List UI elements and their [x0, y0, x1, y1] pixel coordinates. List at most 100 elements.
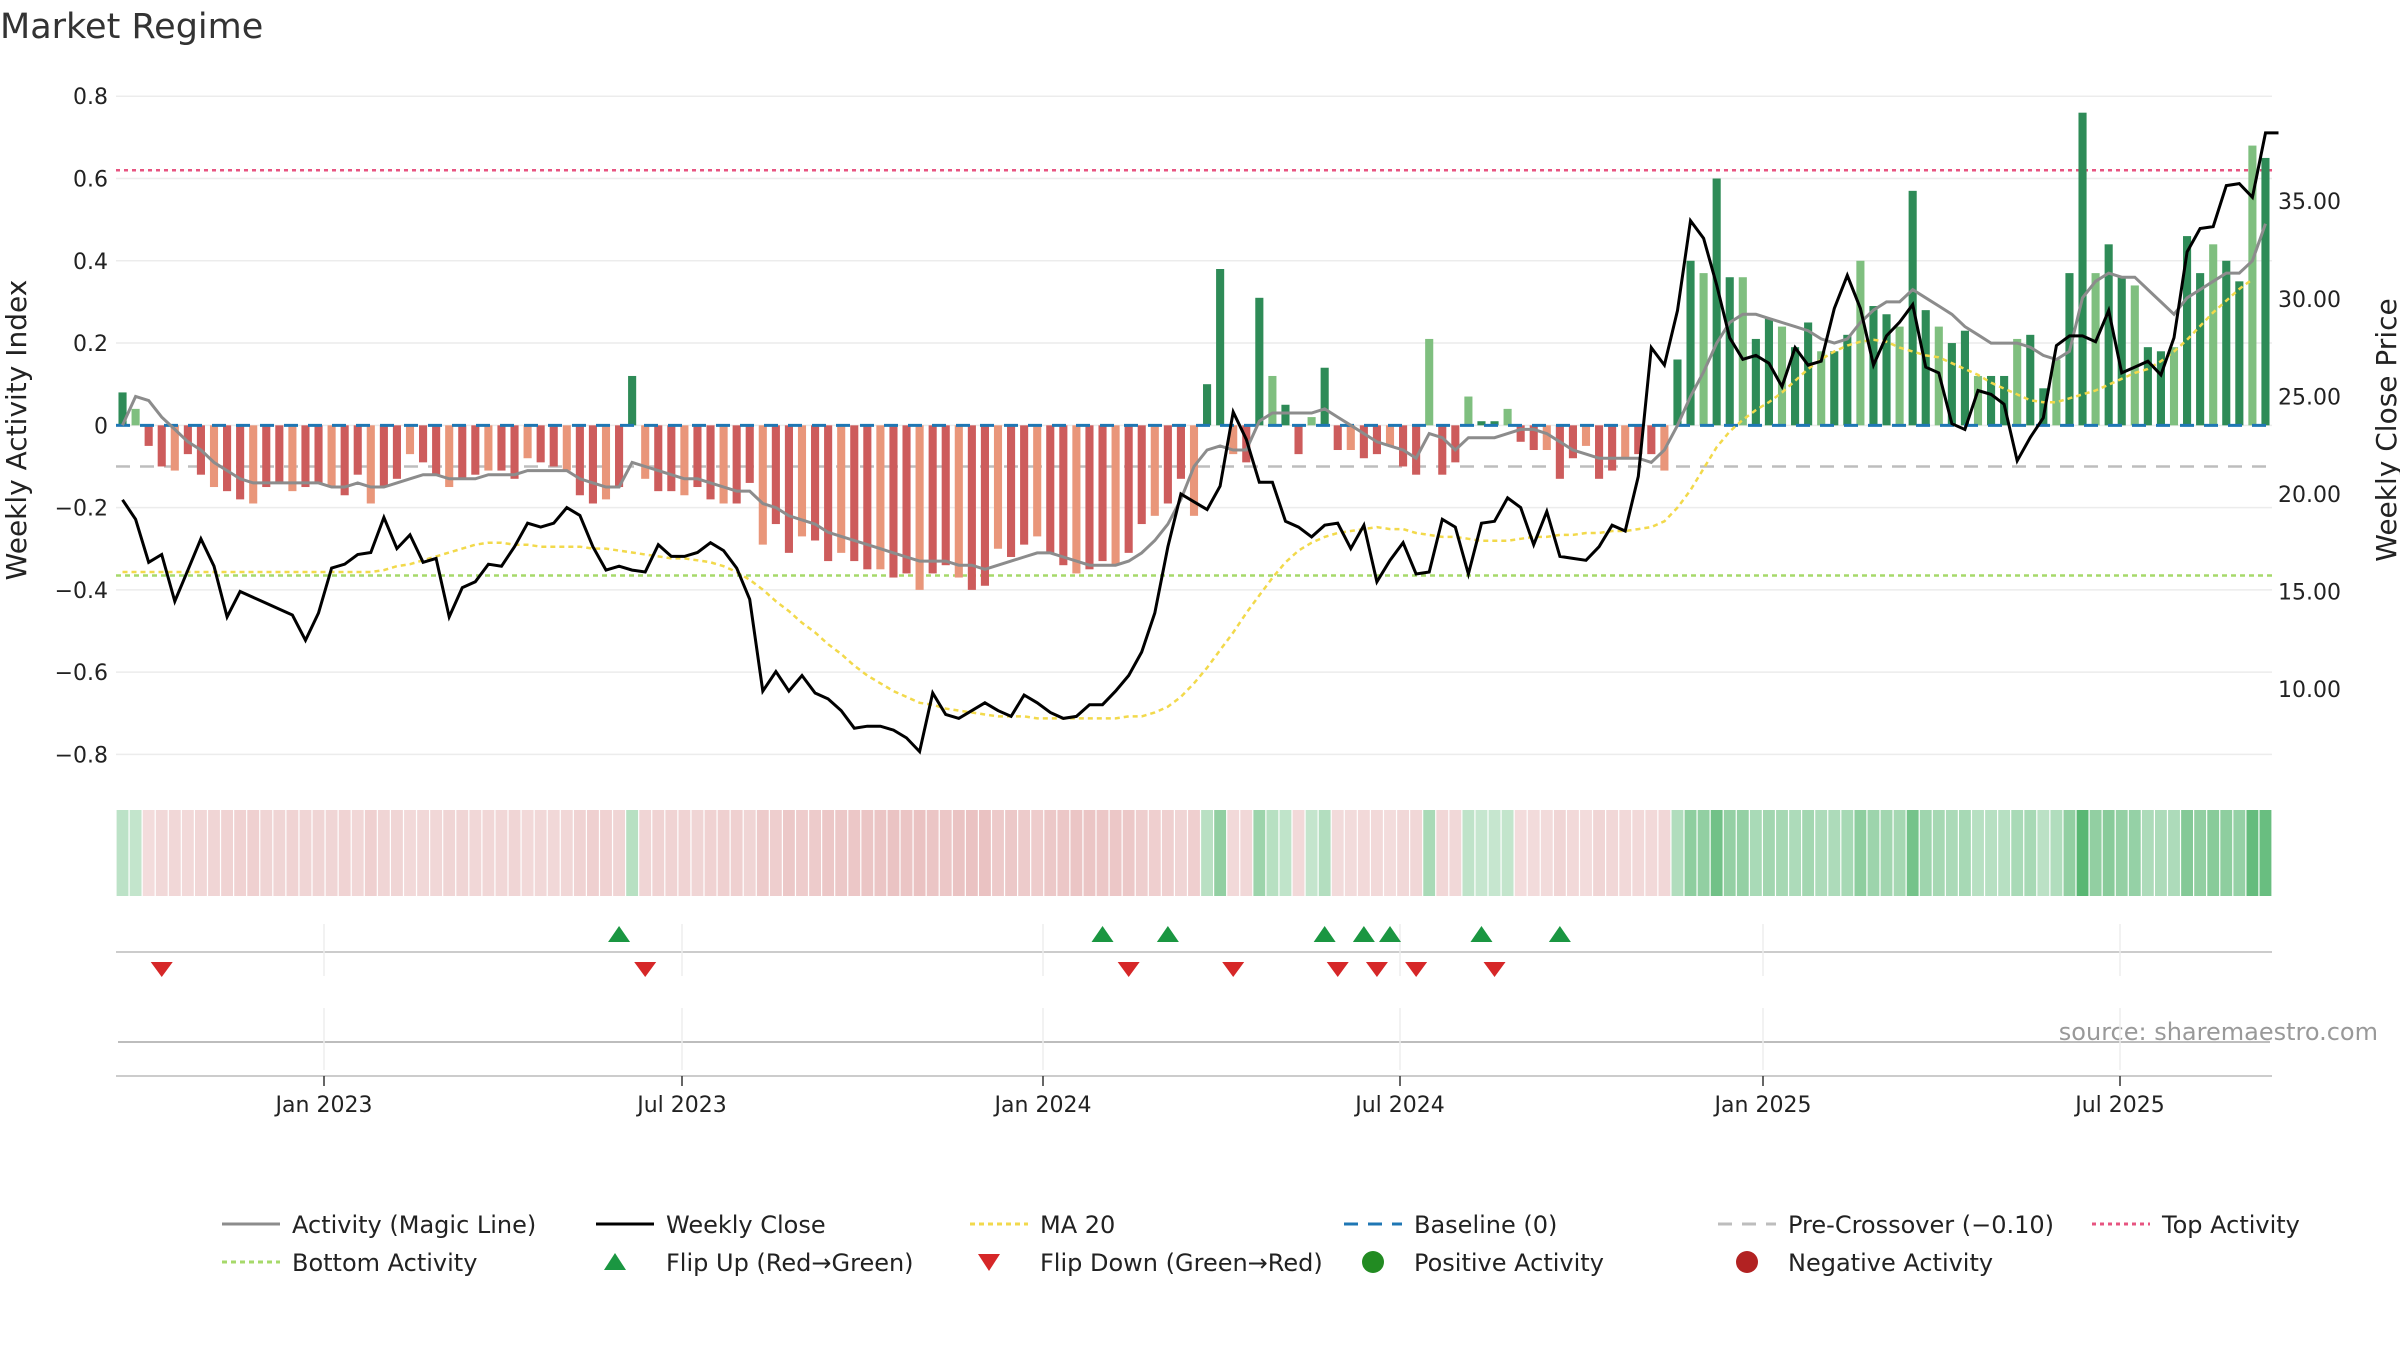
legend-item-negative-activity: Negative Activity [1736, 1249, 1993, 1277]
activity-bar [471, 425, 480, 475]
regime-cell [312, 810, 325, 896]
activity-bar [2183, 236, 2192, 426]
legend-negative-activity-label: Negative Activity [1788, 1249, 1993, 1277]
activity-bar [2222, 260, 2231, 426]
activity-bar [1046, 425, 1055, 553]
regime-cell [1436, 810, 1449, 896]
flip-up-marker [1352, 926, 1375, 942]
regime-cell [939, 810, 952, 896]
regime-cell [1684, 810, 1697, 896]
regime-cell [796, 810, 808, 896]
regime-cell [1266, 810, 1279, 896]
regime-cell [2011, 810, 2024, 896]
legend-positive-activity-label: Positive Activity [1414, 1249, 1604, 1277]
regime-cell [2024, 810, 2037, 896]
activity-bar [1059, 425, 1068, 566]
regime-cell [1828, 810, 1841, 896]
source-text: source: sharemaestro.com [2059, 1018, 2378, 1046]
regime-cell [1945, 810, 1958, 896]
regime-cell [1423, 810, 1436, 896]
activity-bar [1673, 359, 1682, 426]
regime-cell [2220, 810, 2233, 896]
activity-bar [693, 425, 702, 488]
activity-bar [1438, 425, 1447, 475]
regime-cell [338, 810, 351, 896]
activity-bar [1176, 425, 1185, 479]
flip-down-marker [1222, 962, 1245, 977]
left-tick-label: 0.4 [73, 250, 108, 275]
regime-cell [783, 810, 795, 896]
activity-bar [1608, 425, 1617, 471]
regime-cell [1553, 810, 1566, 896]
activity-bar [484, 425, 493, 471]
regime-cell [1893, 810, 1906, 896]
regime-cell [652, 810, 665, 896]
activity-bar [1203, 384, 1212, 426]
legend-baseline-label: Baseline (0) [1414, 1211, 1557, 1239]
activity-bar [615, 425, 624, 488]
regime-cell [979, 810, 991, 896]
regime-cell [155, 810, 168, 896]
activity-bar [2143, 347, 2152, 426]
right-tick-label: 25.00 [2278, 385, 2341, 410]
regime-cell [1932, 810, 1945, 896]
regime-cell [2076, 810, 2089, 896]
regime-cell [1567, 810, 1579, 896]
activity-bar [144, 425, 153, 446]
activity-bar [1412, 425, 1421, 475]
activity-bar [1085, 425, 1094, 570]
regime-cell [1632, 810, 1645, 896]
activity-bar [876, 425, 885, 570]
activity-bar [379, 425, 388, 488]
activity-bar [784, 425, 793, 553]
right-tick-label: 20.00 [2278, 483, 2341, 508]
legend-pre-crossover-label: Pre-Crossover (−0.10) [1788, 1211, 2054, 1239]
activity-bar [641, 425, 650, 479]
activity-bar [1777, 326, 1787, 426]
activity-bar [2117, 277, 2126, 426]
flip-up-marker [1091, 926, 1114, 942]
activity-bar [1189, 425, 1199, 516]
flip-down-marker [1326, 962, 1349, 977]
regime-cell [952, 810, 965, 896]
regime-cell [1148, 810, 1161, 896]
regime-cell [456, 810, 469, 896]
activity-bar [758, 425, 767, 545]
regime-cell [2259, 810, 2272, 896]
legend-item-ma20: MA 20 [970, 1211, 1115, 1239]
regime-cell [861, 810, 874, 896]
activity-bar [340, 425, 349, 496]
activity-bar [301, 425, 310, 488]
regime-cell [835, 810, 848, 896]
activity-bar [2261, 157, 2270, 426]
regime-cell [1501, 810, 1514, 896]
regime-cell [1175, 810, 1187, 896]
regime-cell [2037, 810, 2050, 896]
activity-bar [1987, 375, 1996, 426]
activity-bar [2156, 351, 2165, 426]
regime-cell [286, 810, 299, 896]
regime-cell [129, 810, 142, 896]
legend-item-bottom-activity: Bottom Activity [222, 1249, 477, 1277]
regime-cell [1906, 810, 1919, 896]
activity-bar [458, 425, 467, 479]
flip-up-marker [608, 926, 631, 942]
regime-cell [443, 810, 456, 896]
activity-bar [1647, 425, 1656, 455]
flip-down-marker [1405, 962, 1428, 977]
activity-bar [1229, 425, 1238, 455]
regime-cell [1658, 810, 1671, 896]
activity-bar [1007, 425, 1016, 557]
activity-bar [719, 425, 728, 504]
regime-cell [1031, 810, 1044, 896]
regime-cell [247, 810, 260, 896]
regime-cell [1214, 810, 1227, 896]
activity-bar [1843, 334, 1852, 426]
activity-bar [628, 375, 637, 426]
activity-bar [1333, 425, 1342, 451]
activity-bar [1255, 297, 1264, 426]
activity-bar [157, 425, 166, 467]
regime-cell [1018, 810, 1031, 896]
regime-cell [600, 810, 612, 896]
regime-cell [1240, 810, 1253, 896]
